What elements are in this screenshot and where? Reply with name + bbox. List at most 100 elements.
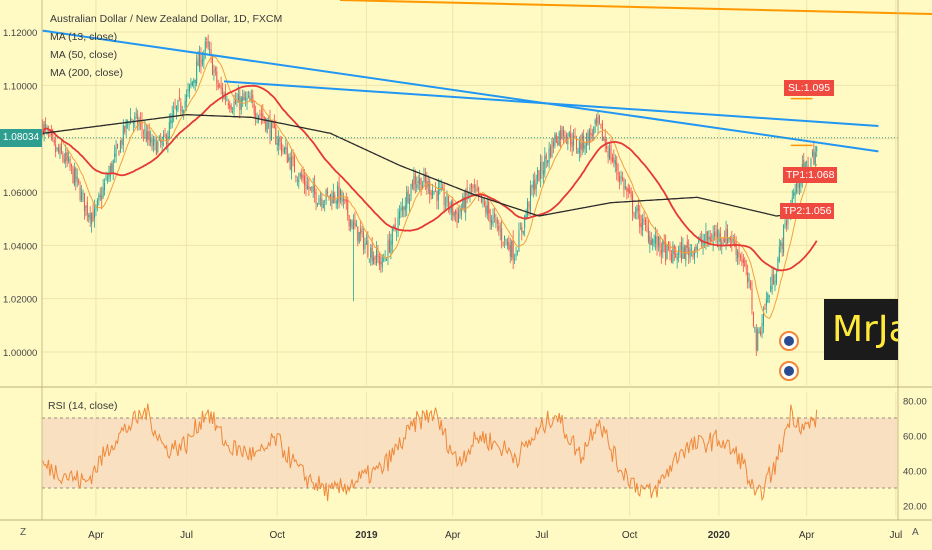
candle-body-213	[348, 215, 350, 227]
candle-body-254	[407, 190, 409, 203]
candle-body-440	[675, 253, 677, 258]
candle-body-318	[499, 230, 501, 232]
legend-ma200[interactable]: MA (200, close)	[50, 67, 123, 79]
candle-body-273	[434, 189, 436, 191]
candle-body-280	[445, 204, 447, 205]
x-tick-9: Jul	[889, 530, 902, 541]
candle-body-272	[433, 191, 435, 194]
candle-body-220	[358, 231, 360, 244]
candle-body-500	[761, 322, 763, 335]
candle-body-354	[551, 139, 553, 158]
ma13-line	[42, 56, 818, 320]
candle-body-178	[298, 179, 300, 182]
candle-body-148	[255, 113, 257, 118]
candle-body-468	[715, 231, 717, 237]
candle-body-307	[483, 202, 485, 205]
candle-body-48	[111, 163, 113, 173]
candle-body-78	[154, 138, 156, 142]
candle-body-324	[508, 242, 510, 250]
candle-body-300	[473, 184, 475, 188]
candle-body-37	[95, 206, 97, 210]
candle-body-236	[381, 256, 383, 268]
candle-body-285	[452, 201, 454, 216]
candle-body-514	[781, 243, 783, 249]
candle-body-414	[637, 204, 639, 212]
event-flag-dot-1	[784, 366, 794, 376]
candle-body-224	[364, 243, 366, 249]
candle-body-248	[399, 211, 401, 219]
candle-body-453	[693, 249, 695, 257]
candle-body-76	[151, 139, 153, 149]
candle-body-171	[288, 157, 290, 161]
candle-body-346	[539, 162, 541, 179]
candle-body-61	[129, 117, 131, 124]
candle-body-512	[778, 246, 780, 262]
candle-body-115	[207, 41, 209, 48]
candle-body-417	[642, 218, 644, 231]
candle-body-54	[119, 141, 121, 152]
candle-body-131	[230, 105, 232, 110]
x-tick-2: Oct	[269, 530, 285, 541]
candle-body-217	[354, 219, 356, 226]
x-tick-6: Oct	[622, 530, 638, 541]
candle-body-258	[413, 176, 415, 190]
candle-body-283	[449, 209, 451, 210]
candle-body-143	[247, 96, 249, 98]
candle-body-398	[614, 160, 616, 165]
rsi-series	[42, 403, 818, 502]
candle-body-175	[293, 157, 295, 173]
candle-body-162	[275, 127, 277, 145]
candle-body-245	[394, 223, 396, 229]
candle-body-122	[217, 84, 219, 88]
legend-ma13[interactable]: MA (13, close)	[50, 31, 118, 43]
candle-body-343	[535, 183, 537, 189]
candle-body-445	[682, 245, 684, 259]
candle-body-85	[164, 133, 166, 137]
candle-body-337	[527, 201, 529, 215]
candle-body-226	[367, 240, 369, 257]
candle-body-188	[312, 186, 314, 192]
candle-body-282	[447, 196, 449, 209]
candle-body-418	[643, 219, 645, 221]
candle-body-425	[653, 240, 655, 242]
candle-body-356	[554, 134, 556, 146]
candle-body-342	[534, 179, 536, 191]
candle-body-464	[709, 236, 711, 242]
y-tick-5: 1.02000	[3, 295, 37, 306]
candle-body-44	[105, 176, 107, 180]
candle-body-36	[94, 208, 96, 219]
candle-body-218	[355, 223, 357, 227]
candle-body-253	[406, 191, 408, 209]
candle-body-441	[676, 256, 678, 260]
rsi-title[interactable]: RSI (14, close)	[48, 400, 118, 412]
candle-body-58	[125, 120, 127, 129]
candle-body-134	[234, 98, 237, 104]
candle-body-24	[76, 176, 78, 179]
rsi-tick-2: 40.00	[903, 467, 927, 478]
candle-body-92	[174, 106, 176, 108]
candle-body-163	[276, 143, 278, 145]
candle-body-19	[69, 158, 71, 168]
candle-body-196	[324, 201, 326, 203]
candle-body-84	[163, 135, 165, 140]
candle-body-198	[327, 191, 329, 194]
candle-body-421	[647, 227, 649, 242]
corner-right-button[interactable]: A	[912, 527, 919, 538]
legend-ma50[interactable]: MA (50, close)	[50, 49, 118, 61]
candle-body-274	[436, 191, 438, 201]
candle-body-355	[552, 141, 554, 147]
candle-body-140	[243, 93, 245, 101]
tp2-label: TP2:1.056	[780, 203, 835, 219]
candle-body-73	[147, 130, 149, 140]
event-flags[interactable]	[779, 331, 799, 381]
candle-body-155	[265, 118, 267, 131]
candle-body-301	[475, 189, 477, 191]
corner-left-button[interactable]: Z	[20, 527, 27, 538]
x-tick-4: Apr	[445, 530, 461, 541]
candle-body-47	[109, 165, 111, 177]
candle-body-23	[75, 167, 77, 182]
ma50-line	[41, 84, 818, 272]
candle-body-227	[368, 258, 370, 260]
candle-body-179	[299, 173, 301, 177]
